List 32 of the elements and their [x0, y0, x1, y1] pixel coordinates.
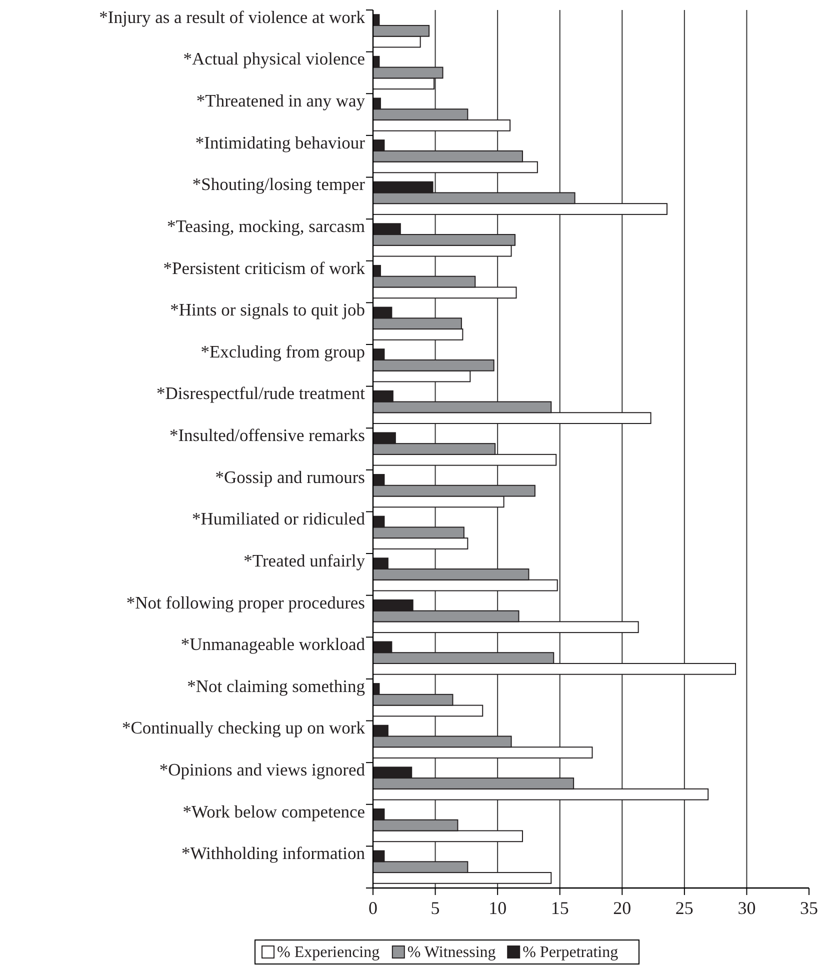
x-tick-label: 10 — [488, 898, 507, 918]
x-tick-label: 30 — [738, 898, 756, 918]
x-tick-label: 5 — [430, 898, 440, 918]
y-tick-label: *Opinions and views ignored — [159, 759, 366, 780]
y-tick-label: *Hints or signals to quit job — [170, 300, 366, 320]
x-tick-label: 20 — [613, 898, 632, 918]
y-tick-label: *Work below competence — [182, 801, 366, 822]
y-tick-label: *Withholding information — [181, 843, 366, 864]
y-tick-label: *Shouting/losing temper — [192, 174, 366, 194]
x-tick-label: 25 — [675, 898, 694, 918]
x-tick-label: 35 — [800, 898, 818, 918]
y-tick-label: *Humiliated or ridiculed — [192, 508, 366, 529]
x-tick-label: 15 — [550, 898, 569, 918]
y-tick-label: *Injury as a result of violence at work — [99, 6, 366, 27]
legend-label: % Witnessing — [407, 944, 496, 961]
y-tick-label: *Not claiming something — [187, 676, 366, 696]
legend-label: % Experiencing — [277, 944, 380, 961]
y-tick-label: *Persistent criticism of work — [163, 258, 366, 278]
y-tick-label: *Insulted/offensive remarks — [169, 425, 366, 446]
y-tick-label: *Unmanageable workload — [180, 634, 366, 654]
y-tick-label: *Not following proper procedures — [126, 592, 366, 612]
legend-label: % Perpetrating — [522, 944, 618, 961]
y-tick-label: *Disrespectful/rude treatment — [156, 383, 366, 404]
y-tick-label: *Threatened in any way — [196, 90, 366, 111]
y-tick-label: *Intimidating behaviour — [195, 132, 366, 152]
y-tick-label: *Gossip and rumours — [215, 466, 366, 487]
y-tick-label: *Continually checking up on work — [122, 718, 366, 738]
y-tick-label: *Excluding from group — [200, 341, 366, 362]
y-tick-label: *Teasing, mocking, sarcasm — [166, 216, 366, 236]
y-tick-label: *Actual physical violence — [183, 48, 366, 69]
x-tick-label: 0 — [368, 898, 378, 918]
y-tick-label: *Treated unfairly — [244, 550, 366, 570]
